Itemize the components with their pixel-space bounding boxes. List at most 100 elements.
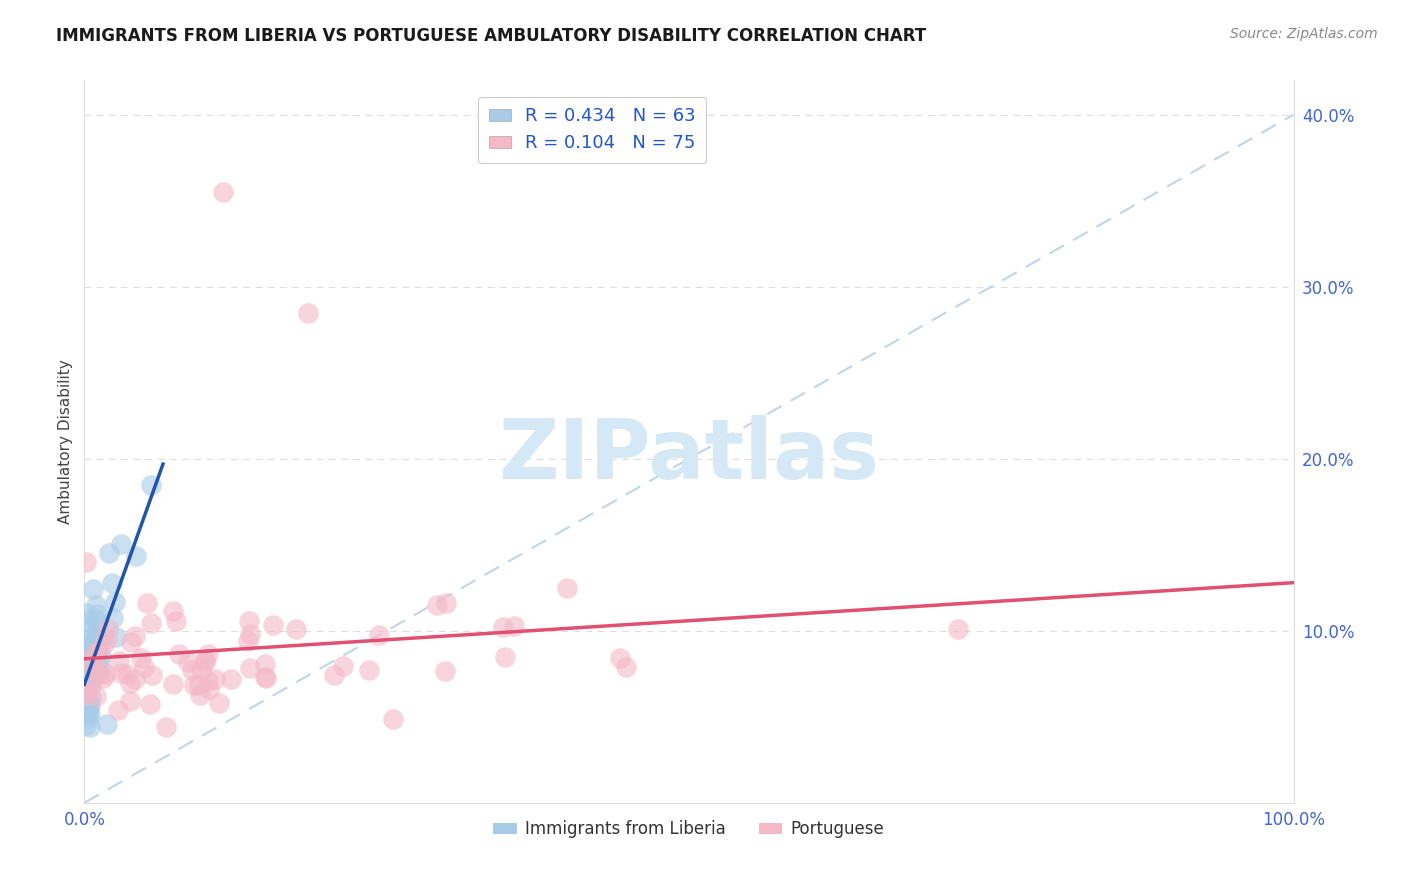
Point [614, 660, 637, 674]
Point [368, 628, 391, 642]
Point [76, 695, 98, 709]
Point [79, 698, 101, 712]
Point [75, 689, 97, 703]
Point [193, 655, 215, 669]
Point [84, 612, 107, 626]
Point [285, 622, 308, 636]
Point [194, 652, 217, 666]
Point [134, 659, 156, 673]
Point [107, 703, 129, 717]
Point [75, 684, 97, 698]
Point [609, 651, 631, 665]
Point [83, 661, 105, 675]
Point [254, 672, 277, 686]
Point [434, 664, 457, 678]
Point [212, 185, 235, 199]
Point [110, 665, 132, 680]
Point [359, 663, 381, 677]
Point [120, 634, 142, 648]
Point [124, 629, 146, 643]
Point [75, 703, 97, 717]
Point [120, 694, 142, 708]
Point [79, 706, 101, 721]
Point [87, 607, 110, 622]
Point [75, 637, 97, 651]
Point [79, 651, 101, 665]
Point [188, 688, 211, 702]
Point [139, 697, 162, 711]
Point [76, 671, 98, 685]
Point [77, 646, 100, 660]
Point [75, 555, 97, 569]
Point [198, 681, 221, 696]
Point [492, 619, 515, 633]
Point [76, 655, 98, 669]
Point [155, 720, 177, 734]
Point [239, 627, 262, 641]
Point [197, 674, 219, 689]
Point [75, 667, 97, 681]
Point [176, 655, 198, 669]
Point [87, 654, 110, 668]
Point [124, 672, 146, 686]
Point [76, 701, 98, 715]
Point [94, 667, 117, 681]
Point [254, 657, 277, 672]
Text: ZIPatlas: ZIPatlas [499, 416, 879, 497]
Text: IMMIGRANTS FROM LIBERIA VS PORTUGUESE AMBULATORY DISABILITY CORRELATION CHART: IMMIGRANTS FROM LIBERIA VS PORTUGUESE AM… [56, 27, 927, 45]
Point [75, 659, 97, 673]
Point [89, 666, 111, 681]
Point [141, 668, 163, 682]
Point [75, 643, 97, 657]
Point [86, 661, 108, 675]
Point [76, 706, 98, 721]
Point [75, 647, 97, 661]
Point [80, 657, 103, 672]
Point [125, 549, 148, 563]
Point [93, 637, 115, 651]
Point [208, 696, 231, 710]
Point [141, 615, 163, 630]
Point [75, 648, 97, 662]
Point [197, 648, 219, 662]
Point [219, 673, 242, 687]
Point [84, 648, 107, 662]
Point [86, 689, 108, 703]
Point [105, 630, 128, 644]
Point [162, 604, 184, 618]
Point [107, 654, 129, 668]
Point [139, 477, 162, 491]
Point [101, 576, 124, 591]
Point [162, 677, 184, 691]
Point [297, 305, 319, 319]
Text: Source: ZipAtlas.com: Source: ZipAtlas.com [1230, 27, 1378, 41]
Point [75, 681, 97, 695]
Point [120, 676, 142, 690]
Point [86, 624, 108, 638]
Point [110, 537, 132, 551]
Point [83, 638, 105, 652]
Point [86, 629, 108, 643]
Point [97, 545, 120, 559]
Point [80, 645, 103, 659]
Point [91, 629, 114, 643]
Point [323, 668, 346, 682]
Point [91, 671, 114, 685]
Point [948, 622, 970, 636]
Point [381, 712, 404, 726]
Point [115, 667, 138, 681]
Point [169, 647, 191, 661]
Point [188, 678, 211, 692]
Point [239, 661, 262, 675]
Point [75, 606, 97, 620]
Point [86, 615, 108, 629]
Point [104, 594, 127, 608]
Point [180, 664, 202, 678]
Point [90, 649, 112, 664]
Point [80, 669, 103, 683]
Point [79, 666, 101, 681]
Y-axis label: Ambulatory Disability: Ambulatory Disability [58, 359, 73, 524]
Point [238, 634, 260, 648]
Point [75, 652, 97, 666]
Point [426, 598, 449, 612]
